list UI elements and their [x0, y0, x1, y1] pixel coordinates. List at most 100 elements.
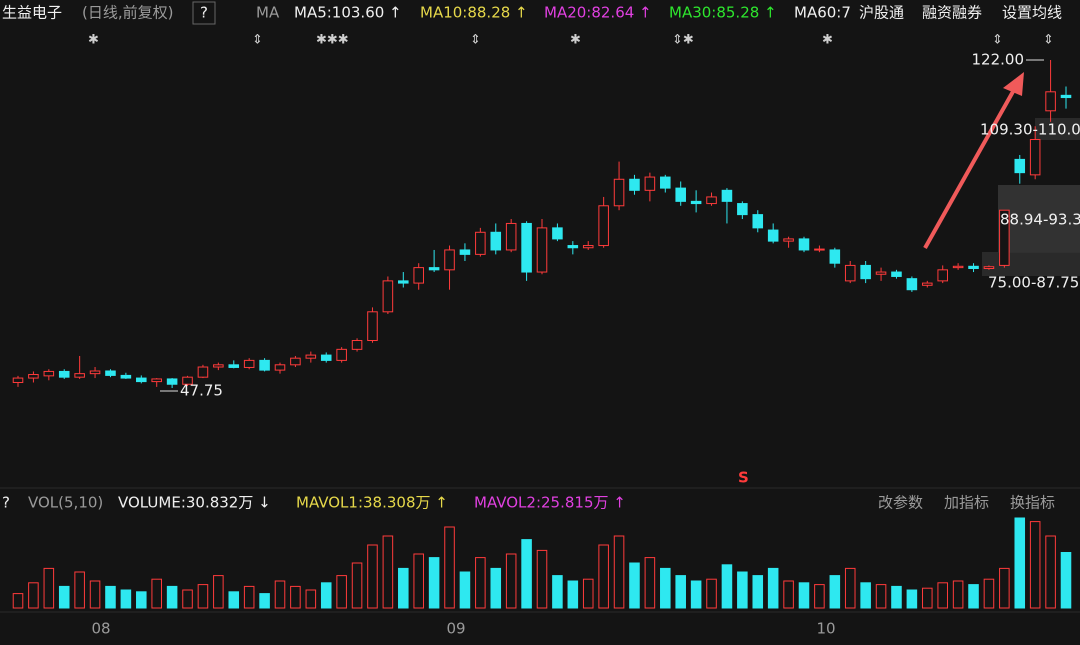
volume-bar — [690, 580, 702, 609]
volume-bar — [475, 557, 486, 609]
volume-bar — [937, 582, 948, 609]
volume-bar — [983, 578, 995, 609]
volume-bar — [74, 571, 85, 609]
header-text[interactable]: ? — [200, 4, 208, 22]
volume-bar — [336, 575, 347, 609]
candle-body — [444, 249, 455, 271]
header-text: MA — [256, 4, 280, 22]
volume-bar — [490, 567, 502, 609]
volume-bar — [259, 593, 270, 609]
volume-bar — [582, 578, 594, 609]
candle-body — [351, 340, 363, 350]
volume-bar — [721, 564, 733, 609]
volume-header-text[interactable]: 改参数 — [878, 494, 923, 512]
candle-body — [567, 245, 579, 249]
candle-body — [983, 266, 995, 270]
candle-body — [675, 187, 686, 202]
volume-bar — [536, 549, 548, 609]
price-annotation: 47.75 — [180, 382, 223, 400]
candle-body — [629, 178, 640, 191]
volume-bar — [243, 585, 255, 609]
volume-bar — [166, 585, 178, 609]
volume-bar — [829, 575, 841, 609]
volume-bar — [43, 567, 55, 609]
candle-body — [505, 222, 517, 251]
volume-bar — [1029, 521, 1041, 609]
header-text: MA10:88.28 ↑ — [420, 4, 528, 22]
candle-body — [891, 271, 902, 277]
volume-header-text: VOLUME:30.832万 ↓ — [118, 494, 271, 512]
volume-bar — [860, 582, 871, 609]
candle-body — [120, 374, 132, 379]
candle-body — [706, 196, 717, 205]
candle-body — [875, 271, 887, 275]
volume-bar — [706, 578, 717, 609]
candle-body — [613, 178, 625, 207]
volume-bar — [413, 553, 424, 609]
volume-bar — [428, 557, 440, 609]
candle-body — [259, 359, 270, 371]
candle-body — [690, 200, 702, 205]
volume-bar — [660, 567, 671, 609]
month-label: 09 — [446, 620, 465, 638]
candle-body — [89, 370, 101, 375]
candle-body — [28, 374, 39, 379]
volume-bar — [320, 582, 332, 609]
volume-header-text[interactable]: 换指标 — [1010, 494, 1055, 512]
candle-body — [906, 278, 918, 291]
candle-body — [290, 357, 301, 366]
volume-bar — [1060, 552, 1072, 609]
volume-bar — [767, 567, 779, 609]
marker: ⇕ — [1043, 33, 1054, 48]
candle-body — [1045, 91, 1056, 112]
volume-bar — [136, 591, 147, 609]
candle-body — [43, 370, 55, 377]
candle-body — [922, 282, 933, 286]
volume-header-text[interactable]: ? — [2, 494, 10, 512]
candle-body — [182, 376, 193, 385]
header-text: 融资融券 — [922, 4, 982, 22]
s-marker: S — [738, 469, 749, 487]
candle-body — [521, 222, 532, 273]
volume-bar — [613, 535, 625, 609]
volume-bar — [521, 539, 532, 609]
candle-body — [798, 238, 810, 251]
volume-header-text: MAVOL2:25.815万 ↑ — [474, 494, 626, 512]
candle-body — [213, 364, 224, 368]
volume-header-text[interactable]: 加指标 — [944, 494, 989, 512]
volume-bar — [89, 580, 101, 609]
help-box — [192, 1, 216, 25]
candle-body — [968, 265, 979, 270]
candle-body — [105, 370, 116, 376]
volume-bar — [906, 589, 918, 609]
candle-body — [197, 366, 209, 378]
price-annotation: 122.00 — [972, 51, 1025, 69]
candle-body — [752, 214, 764, 229]
candle-body — [243, 359, 255, 368]
volume-bar — [367, 544, 378, 609]
marker: ✱✱✱ — [316, 33, 349, 48]
header-text: MA20:82.64 ↑ — [544, 4, 652, 22]
candle-body — [1014, 158, 1026, 174]
candle-body — [844, 264, 856, 282]
candle-body — [336, 348, 347, 361]
candle-body — [536, 227, 548, 273]
candle-body — [598, 205, 609, 247]
candle-body — [644, 176, 656, 191]
volume-bar — [1014, 517, 1026, 609]
candle-body — [74, 373, 85, 378]
candle-body — [274, 364, 286, 371]
candle-body — [475, 231, 486, 255]
volume-bar — [444, 526, 455, 609]
candle-body — [490, 231, 502, 251]
volume-bar — [783, 580, 794, 609]
month-label: 08 — [91, 620, 110, 638]
price-annotation: 88.94-93.3 — [1000, 211, 1080, 229]
candle-body — [413, 267, 424, 284]
header-text[interactable]: 设置均线 — [1002, 4, 1062, 22]
candle-body — [58, 370, 70, 378]
volume-bar — [398, 567, 409, 609]
candle-body — [151, 378, 162, 383]
